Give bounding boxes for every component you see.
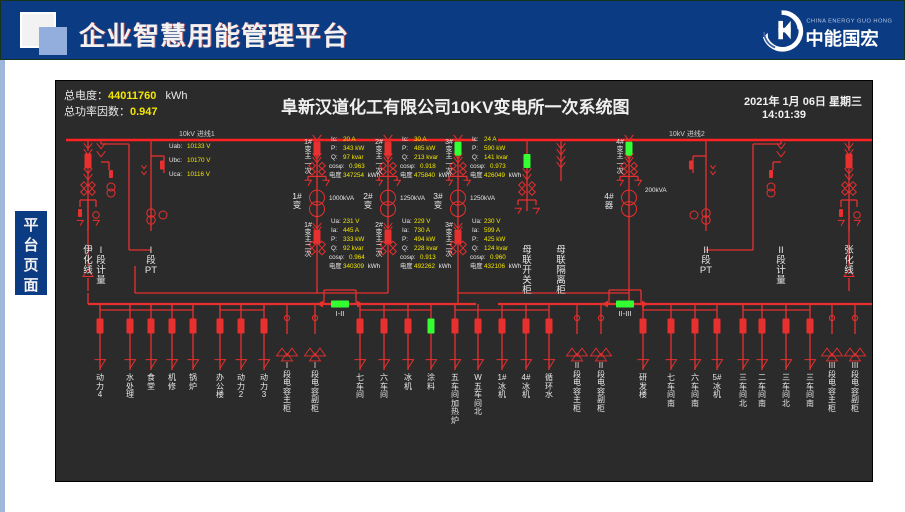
svg-text:213 kvar: 213 kvar <box>414 154 438 161</box>
svg-text:445 A: 445 A <box>343 227 360 234</box>
svg-text:1000kVA: 1000kVA <box>329 195 355 202</box>
svg-text:Ic:: Ic: <box>402 136 409 143</box>
svg-text:kWh: kWh <box>509 172 522 179</box>
svg-text:599 A: 599 A <box>484 227 501 234</box>
svg-text:24 A: 24 A <box>484 136 497 143</box>
svg-text:124 kvar: 124 kvar <box>484 245 508 252</box>
svg-text:kWh: kWh <box>368 263 381 270</box>
svg-text:cosφ:: cosφ: <box>400 163 416 170</box>
svg-text:0.964: 0.964 <box>349 254 365 261</box>
svg-text:492262: 492262 <box>414 263 436 270</box>
svg-text:Q:: Q: <box>331 245 338 252</box>
svg-text:CHINA ENERGY GUO HONG: CHINA ENERGY GUO HONG <box>806 18 892 24</box>
svg-text:0.963: 0.963 <box>349 163 365 170</box>
svg-text:cosφ:: cosφ: <box>470 254 486 261</box>
svg-text:20 A: 20 A <box>343 136 356 143</box>
svg-text:347254: 347254 <box>343 172 365 179</box>
svg-text:333 kW: 333 kW <box>343 236 364 243</box>
svg-text:97 kvar: 97 kvar <box>343 154 364 161</box>
svg-text:cosφ:: cosφ: <box>329 163 345 170</box>
svg-text:kWh: kWh <box>439 263 452 270</box>
svg-text:cosφ:: cosφ: <box>470 163 486 170</box>
svg-text:Q:: Q: <box>402 245 409 252</box>
svg-text:P:: P: <box>402 236 408 243</box>
svg-text:30 A: 30 A <box>414 136 427 143</box>
svg-text:Ic:: Ic: <box>472 136 479 143</box>
svg-text:cosφ:: cosφ: <box>400 254 416 261</box>
svg-text:141 kvar: 141 kvar <box>484 154 508 161</box>
svg-text:Ua:: Ua: <box>402 218 412 225</box>
svg-text:1250kVA: 1250kVA <box>400 195 426 202</box>
svg-text:494 kW: 494 kW <box>414 236 435 243</box>
svg-text:cosφ:: cosφ: <box>329 254 345 261</box>
svg-text:Ia:: Ia: <box>331 227 338 234</box>
svg-text:Uab:: Uab: <box>169 143 183 150</box>
svg-text:0.973: 0.973 <box>490 163 506 170</box>
svg-text:10116 V: 10116 V <box>187 171 211 178</box>
svg-text:Ubc:: Ubc: <box>169 157 182 164</box>
svg-text:10kV 进线2: 10kV 进线2 <box>669 129 705 138</box>
svg-text:中能国宏: 中能国宏 <box>805 28 878 49</box>
svg-text:590 kW: 590 kW <box>484 145 505 152</box>
svg-text:0.913: 0.913 <box>420 254 436 261</box>
svg-text:P:: P: <box>331 145 337 152</box>
svg-text:Ua:: Ua: <box>331 218 341 225</box>
svg-text:电度: 电度 <box>470 261 483 270</box>
svg-text:10170 V: 10170 V <box>187 157 211 164</box>
svg-text:10133 V: 10133 V <box>187 143 211 150</box>
svg-text:电度: 电度 <box>470 170 483 179</box>
svg-text:电度: 电度 <box>400 261 413 270</box>
svg-text:200kVA: 200kVA <box>645 187 667 194</box>
svg-text:343 kW: 343 kW <box>343 145 364 152</box>
svg-text:10kV 进线1: 10kV 进线1 <box>179 129 215 138</box>
svg-text:P:: P: <box>472 145 478 152</box>
svg-text:475840: 475840 <box>414 172 436 179</box>
svg-text:Uca:: Uca: <box>169 171 182 178</box>
svg-text:Ia:: Ia: <box>472 227 479 234</box>
svg-text:230 V: 230 V <box>484 218 501 225</box>
svg-text:485 kW: 485 kW <box>414 145 435 152</box>
svg-text:P:: P: <box>472 236 478 243</box>
svg-text:425 kW: 425 kW <box>484 236 505 243</box>
svg-text:229 V: 229 V <box>414 218 431 225</box>
svg-text:228 kvar: 228 kvar <box>414 245 438 252</box>
svg-text:0.960: 0.960 <box>490 254 506 261</box>
svg-text:Q:: Q: <box>402 154 409 161</box>
svg-text:电度: 电度 <box>400 170 413 179</box>
svg-text:Q:: Q: <box>472 245 479 252</box>
svg-text:P:: P: <box>402 145 408 152</box>
svg-text:Ic:: Ic: <box>331 136 338 143</box>
svg-text:Q:: Q: <box>472 154 479 161</box>
svg-text:92 kvar: 92 kvar <box>343 245 364 252</box>
svg-text:730 A: 730 A <box>414 227 431 234</box>
svg-text:Ua:: Ua: <box>472 218 482 225</box>
svg-text:1250kVA: 1250kVA <box>470 195 496 202</box>
svg-text:电度: 电度 <box>329 261 342 270</box>
svg-text:Q:: Q: <box>331 154 338 161</box>
svg-text:电度: 电度 <box>329 170 342 179</box>
svg-text:340309: 340309 <box>343 263 365 270</box>
svg-text:432106: 432106 <box>484 263 506 270</box>
svg-text:P:: P: <box>331 236 337 243</box>
svg-text:231 V: 231 V <box>343 218 360 225</box>
svg-text:Ia:: Ia: <box>402 227 409 234</box>
svg-text:426049: 426049 <box>484 172 506 179</box>
svg-text:0.918: 0.918 <box>420 163 436 170</box>
